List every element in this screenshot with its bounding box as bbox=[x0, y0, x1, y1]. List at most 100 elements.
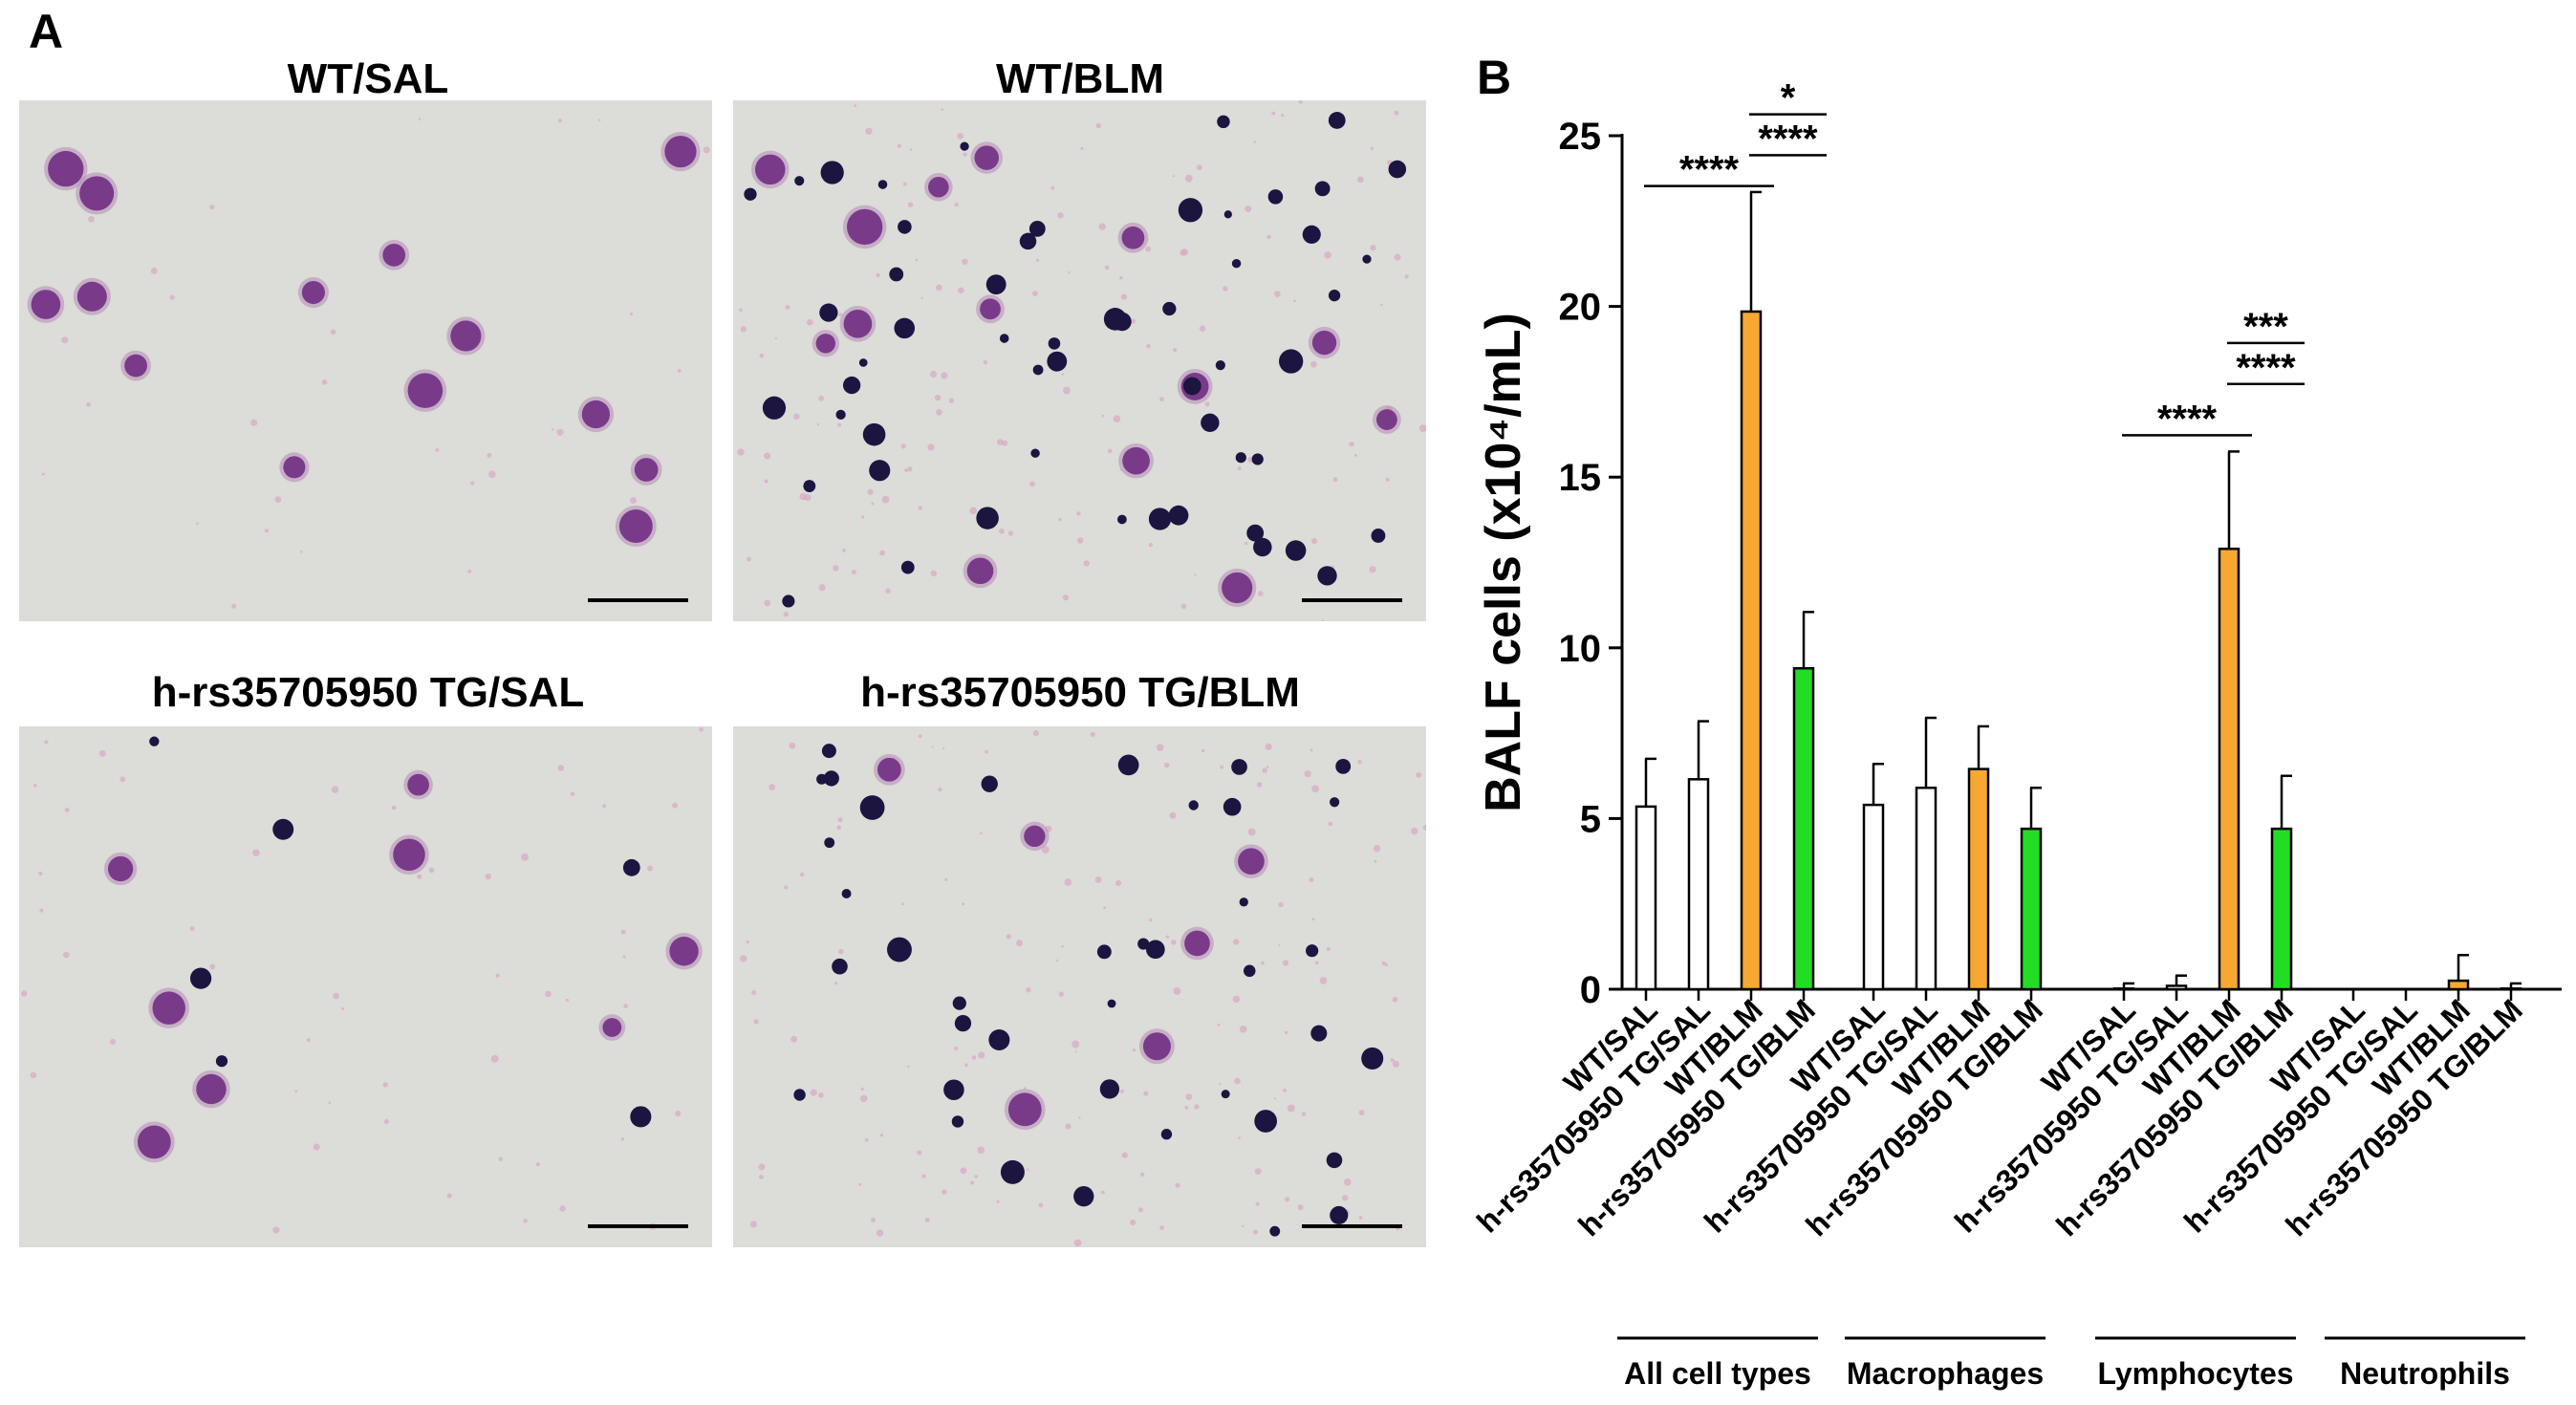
debris-speck bbox=[1297, 1204, 1304, 1211]
debris-speck bbox=[764, 599, 771, 607]
debris-speck bbox=[1245, 205, 1252, 213]
debris-speck bbox=[864, 1137, 869, 1142]
debris-speck bbox=[833, 565, 839, 572]
debris-speck bbox=[900, 443, 906, 449]
debris-speck bbox=[1310, 538, 1318, 545]
debris-speck bbox=[1095, 122, 1101, 129]
debris-speck bbox=[88, 216, 95, 223]
lymphocyte-cell bbox=[1223, 210, 1232, 219]
debris-speck bbox=[1311, 918, 1315, 921]
lymphocyte-cell bbox=[985, 274, 1007, 295]
debris-speck bbox=[1349, 442, 1354, 447]
debris-speck bbox=[1247, 828, 1256, 836]
panel-a-letter: A bbox=[29, 5, 64, 58]
debris-speck bbox=[1309, 877, 1314, 882]
lymphocyte-cell bbox=[820, 161, 844, 184]
debris-speck bbox=[1185, 1093, 1193, 1100]
debris-speck bbox=[418, 118, 422, 120]
debris-speck bbox=[1130, 318, 1136, 324]
debris-speck bbox=[917, 1150, 922, 1156]
debris-speck bbox=[328, 1101, 332, 1105]
debris-speck bbox=[1149, 918, 1153, 922]
debris-speck bbox=[1328, 821, 1333, 827]
debris-speck bbox=[904, 468, 908, 472]
debris-speck bbox=[909, 148, 913, 151]
debris-speck bbox=[931, 746, 934, 748]
macrophage-cell bbox=[815, 334, 836, 354]
significance-stars: **** bbox=[1679, 149, 1740, 191]
debris-speck bbox=[1411, 827, 1418, 835]
debris-speck bbox=[740, 326, 747, 333]
lymphocyte-cell bbox=[1388, 160, 1407, 179]
debris-speck bbox=[1314, 961, 1319, 965]
debris-speck bbox=[897, 143, 901, 148]
lymphocyte-cell bbox=[1162, 301, 1177, 316]
debris-speck bbox=[957, 133, 964, 140]
debris-speck bbox=[918, 734, 922, 739]
debris-speck bbox=[876, 1229, 884, 1237]
lymphocyte-cell bbox=[1223, 797, 1242, 816]
lymphocyte-cell bbox=[1032, 364, 1044, 376]
debris-speck bbox=[749, 1221, 758, 1228]
debris-speck bbox=[1072, 1040, 1080, 1048]
debris-speck bbox=[1098, 223, 1106, 230]
debris-speck bbox=[790, 1035, 798, 1043]
macrophage-cell bbox=[301, 280, 325, 305]
lymphocyte-cell bbox=[1188, 800, 1199, 811]
lymphocyte-cell bbox=[1019, 232, 1037, 250]
macrophage-cell bbox=[1311, 330, 1337, 356]
macrophage-cell bbox=[664, 135, 697, 168]
debris-speck bbox=[565, 998, 570, 1003]
debris-speck bbox=[1238, 1136, 1241, 1139]
debris-speck bbox=[1196, 164, 1202, 171]
debris-speck bbox=[1342, 1195, 1349, 1201]
debris-speck bbox=[1370, 146, 1374, 150]
debris-speck bbox=[1234, 1077, 1241, 1085]
debris-speck bbox=[535, 1162, 540, 1167]
micrograph-title-wt-blm: WT/BLM bbox=[996, 55, 1164, 102]
macrophage-cell bbox=[407, 773, 429, 796]
lymphocyte-cell bbox=[1328, 289, 1341, 302]
debris-speck bbox=[1257, 591, 1264, 596]
debris-speck bbox=[810, 1089, 817, 1096]
lymphocyte-cell bbox=[1117, 754, 1139, 776]
debris-speck bbox=[930, 570, 937, 577]
debris-speck bbox=[858, 1182, 862, 1186]
debris-speck bbox=[1266, 234, 1271, 240]
debris-speck bbox=[300, 550, 303, 553]
group-label: Macrophages bbox=[1847, 1356, 2044, 1391]
lymphocyte-cell bbox=[841, 889, 852, 898]
lymphocyte-cell bbox=[794, 176, 805, 186]
micrograph-wt-blm bbox=[733, 100, 1426, 621]
lymphocyte-cell bbox=[954, 1015, 972, 1032]
debris-speck bbox=[1381, 961, 1386, 965]
debris-speck bbox=[1032, 291, 1038, 296]
debris-speck bbox=[86, 401, 92, 407]
debris-speck bbox=[753, 1019, 759, 1025]
debris-speck bbox=[1032, 730, 1039, 737]
debris-speck bbox=[1029, 481, 1035, 487]
macrophage-cell bbox=[124, 354, 147, 378]
debris-speck bbox=[485, 873, 491, 880]
debris-speck bbox=[996, 1200, 1000, 1203]
debris-speck bbox=[1169, 811, 1177, 819]
debris-speck bbox=[1293, 299, 1296, 303]
micrograph-tg-sal bbox=[19, 726, 712, 1247]
lymphocyte-cell bbox=[877, 180, 888, 189]
debris-speck bbox=[1146, 343, 1151, 349]
debris-speck bbox=[1278, 943, 1281, 946]
micrograph-title-tg-sal: h-rs35705950 TG/SAL bbox=[151, 669, 585, 716]
debris-speck bbox=[1119, 275, 1123, 280]
debris-speck bbox=[1130, 1219, 1136, 1226]
debris-speck bbox=[934, 394, 942, 401]
debris-speck bbox=[1041, 846, 1050, 854]
lymphocyte-cell bbox=[189, 967, 212, 989]
bar-g1-b1 bbox=[1915, 787, 1937, 991]
debris-speck bbox=[1298, 100, 1303, 104]
lymphocyte-cell bbox=[999, 334, 1009, 343]
bar-g0-b3 bbox=[1792, 666, 1815, 991]
debris-speck bbox=[836, 825, 842, 831]
debris-speck bbox=[938, 788, 942, 792]
debris-speck bbox=[785, 305, 790, 310]
debris-speck bbox=[1201, 748, 1205, 753]
